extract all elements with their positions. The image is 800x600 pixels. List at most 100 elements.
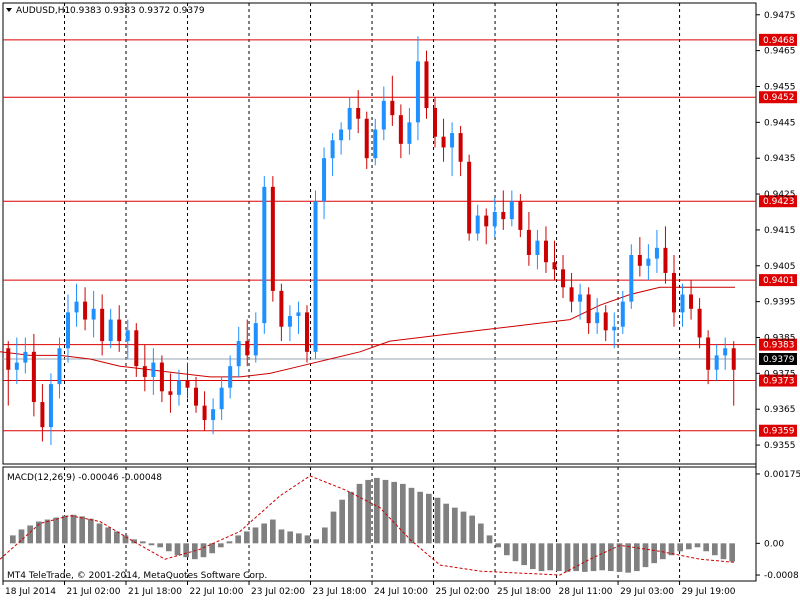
time-tick-label: 25 Jul 18:00	[497, 587, 551, 597]
vertical-grid	[64, 3, 681, 581]
candle-body	[202, 405, 207, 420]
macd-bar	[668, 543, 675, 556]
chevron-down-icon[interactable]	[6, 8, 12, 12]
candle-body	[66, 312, 71, 349]
price-panel[interactable]	[2, 2, 757, 465]
candle-body	[663, 247, 668, 273]
candle-body	[603, 312, 608, 331]
macd-bar	[105, 527, 111, 544]
candle-body	[723, 348, 728, 356]
macd-bar	[391, 481, 397, 544]
time-tick-label: 23 Jul 02:00	[251, 587, 305, 597]
macd-bar	[27, 525, 33, 544]
macd-bar	[148, 543, 155, 546]
level-price-box	[759, 338, 797, 351]
macd-bar	[417, 491, 423, 544]
macd-bar	[322, 527, 328, 544]
candle-body	[518, 201, 523, 230]
candle-body	[125, 330, 130, 342]
candle-body	[159, 362, 164, 392]
candle-body	[390, 100, 395, 116]
macd-bar	[538, 543, 545, 572]
macd-bar	[729, 543, 735, 562]
level-price-label: 0.9401	[763, 276, 795, 286]
candle-body	[279, 290, 284, 327]
macd-bar	[44, 519, 51, 544]
macd-bar	[651, 543, 657, 564]
candle-body	[134, 330, 139, 367]
candle-body	[415, 61, 420, 123]
horizontal-levels[interactable]: 0.94680.94520.94230.94010.93830.93730.93…	[3, 33, 797, 437]
macd-bar	[434, 497, 441, 544]
candle-body	[245, 341, 250, 356]
macd-bar	[443, 503, 449, 544]
candle-body	[578, 294, 583, 302]
macd-bar	[339, 499, 345, 544]
macd-bar	[486, 535, 493, 544]
macd-bar	[426, 493, 432, 544]
copyright-text: MT4 TeleTrade, © 2001-2014, MetaQuotes S…	[7, 571, 267, 581]
macd-bar	[53, 517, 59, 544]
time-tick-label: 28 Jul 11:00	[559, 587, 613, 597]
candle-body	[441, 136, 446, 148]
macd-title: MACD(12,26,9) -0.00046 -0.00048	[7, 473, 162, 483]
macd-bar	[703, 543, 709, 552]
level-price-label: 0.9373	[763, 377, 795, 387]
candle-body	[270, 186, 275, 291]
macd-bar	[36, 521, 42, 544]
macd-bar	[304, 535, 311, 544]
macd-bar	[408, 487, 415, 544]
candle-body	[228, 366, 233, 388]
candle-body	[526, 229, 531, 256]
macd-bar	[642, 543, 649, 568]
macd-bar	[634, 543, 640, 572]
macd-bar	[209, 543, 215, 554]
candle-body	[100, 308, 105, 342]
macd-bar	[365, 479, 371, 544]
macd-bar	[660, 543, 666, 560]
candle-body	[6, 348, 11, 370]
macd-bar	[694, 543, 701, 548]
time-tick-label: 18 Jul 2014	[5, 587, 56, 597]
candle-body	[347, 107, 352, 130]
candle-body	[373, 129, 378, 159]
macd-bar	[599, 543, 605, 571]
candle-body	[14, 362, 19, 370]
price-tick-label: 0.9455	[764, 82, 796, 92]
macd-bar	[218, 543, 224, 548]
macd-bar	[400, 483, 406, 544]
candle-body	[262, 186, 267, 324]
current-price-box	[759, 353, 797, 366]
time-tick-label: 21 Jul 18:00	[128, 587, 182, 597]
candle-body	[492, 211, 497, 227]
candle-body	[108, 319, 113, 342]
macd-bar	[460, 511, 467, 544]
candle-body	[595, 312, 600, 324]
candle-body	[185, 380, 190, 388]
candle-body	[364, 118, 369, 159]
macd-bar	[564, 543, 571, 572]
time-tick-label: 29 Jul 19:00	[682, 587, 736, 597]
candle-body	[407, 122, 412, 144]
macd-bar	[235, 535, 241, 544]
candle-body	[304, 312, 309, 352]
macd-bar	[131, 539, 137, 544]
candle-body	[176, 380, 181, 395]
macd-signal	[0, 475, 736, 576]
candle-body	[689, 294, 694, 309]
macd-bar	[313, 539, 319, 544]
macd-histogram	[10, 477, 735, 573]
price-tick-label: 0.9465	[764, 47, 796, 57]
price-tick-label: 0.9395	[764, 298, 796, 308]
time-tick-label: 23 Jul 18:00	[313, 587, 367, 597]
price-tick-label: 0.9385	[764, 333, 796, 343]
macd-bar	[270, 519, 276, 544]
candle-body	[535, 240, 540, 256]
macd-bar	[96, 523, 103, 544]
time-axis: 18 Jul 2014 21 Jul 02:00 21 Jul 18:00 22 Ju…	[2, 581, 736, 597]
macd-bar	[608, 543, 614, 572]
macd-bar	[556, 543, 562, 572]
candle-body	[313, 201, 318, 352]
candles	[6, 36, 736, 446]
